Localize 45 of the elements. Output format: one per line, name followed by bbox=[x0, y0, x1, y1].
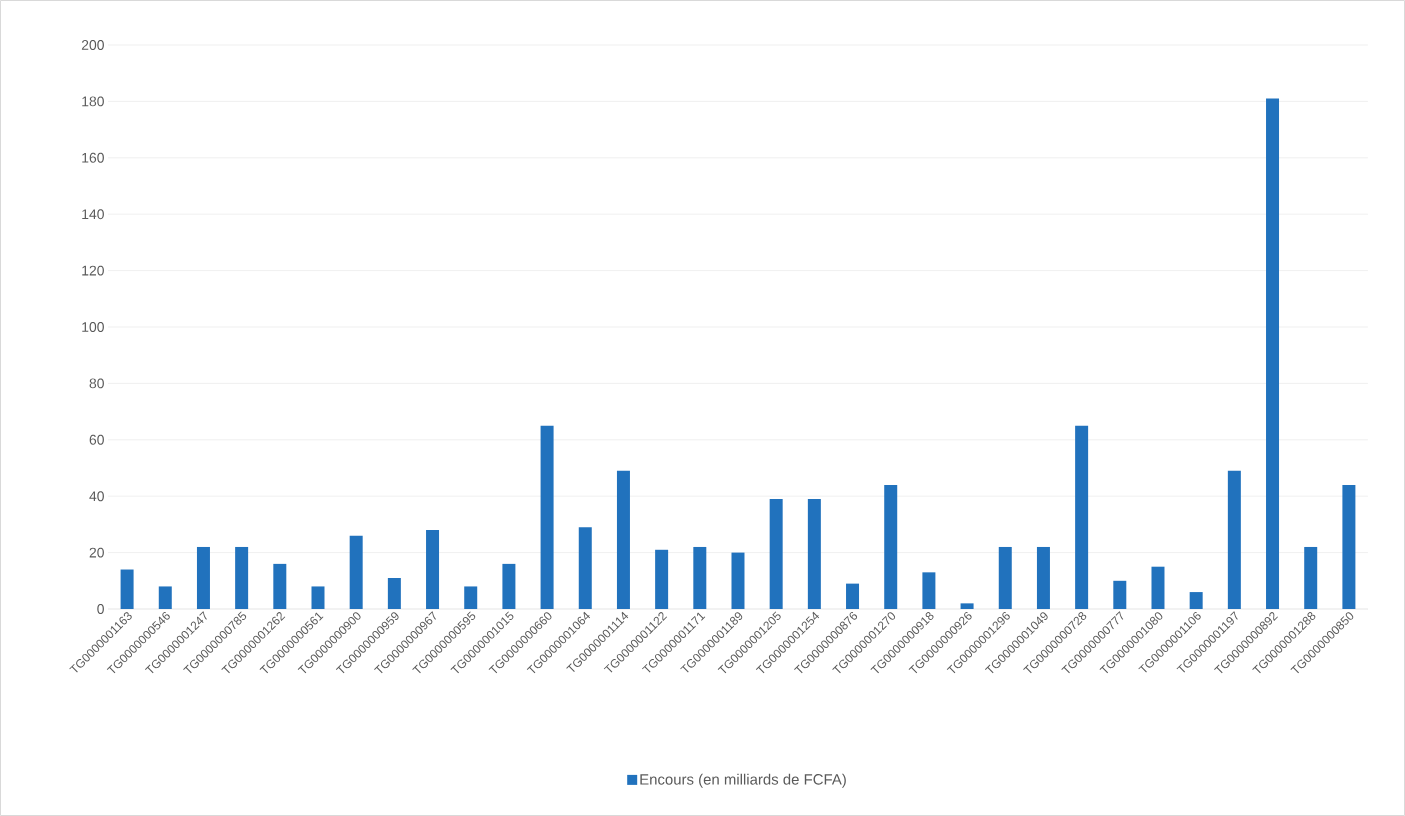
y-tick-label: 0 bbox=[97, 604, 104, 614]
bar bbox=[387, 577, 401, 609]
bar bbox=[1304, 546, 1318, 609]
y-tick-label: 80 bbox=[89, 378, 104, 389]
bar bbox=[807, 499, 821, 609]
bar bbox=[960, 603, 974, 609]
bar bbox=[846, 583, 860, 609]
bar bbox=[1189, 592, 1203, 609]
bar bbox=[540, 425, 554, 609]
bar bbox=[235, 546, 249, 609]
bar bbox=[158, 586, 172, 609]
bar bbox=[120, 569, 134, 609]
y-tick-label: 180 bbox=[82, 96, 104, 107]
bar bbox=[578, 527, 592, 609]
bar bbox=[1266, 98, 1280, 609]
y-tick-label: 100 bbox=[82, 322, 104, 332]
y-tick-label: 160 bbox=[82, 152, 104, 163]
bar bbox=[616, 470, 630, 609]
bar bbox=[922, 572, 936, 609]
bar bbox=[502, 563, 516, 609]
y-tick-label: 200 bbox=[81, 40, 104, 50]
y-tick-label: 40 bbox=[89, 491, 104, 502]
bar bbox=[311, 586, 325, 609]
bar bbox=[693, 546, 707, 609]
bar bbox=[998, 546, 1012, 609]
bar bbox=[349, 535, 363, 609]
y-tick-label: 140 bbox=[82, 209, 104, 220]
bar bbox=[1151, 566, 1165, 609]
bar bbox=[655, 549, 669, 609]
y-tick-label: 20 bbox=[89, 547, 104, 558]
bar bbox=[1227, 470, 1241, 609]
bar bbox=[1113, 580, 1127, 609]
bar bbox=[1075, 425, 1089, 609]
bar bbox=[426, 530, 440, 609]
bar bbox=[273, 563, 287, 609]
bar bbox=[196, 546, 210, 609]
y-tick-label: 120 bbox=[82, 265, 104, 276]
bar bbox=[1036, 546, 1050, 609]
bar bbox=[464, 586, 478, 609]
bar bbox=[1342, 484, 1356, 609]
y-tick-label: 60 bbox=[89, 434, 104, 445]
bar bbox=[731, 552, 745, 609]
bar bbox=[884, 484, 898, 609]
bar bbox=[769, 499, 783, 609]
legend-label: Encours (en milliards de FCFA) bbox=[640, 773, 846, 788]
